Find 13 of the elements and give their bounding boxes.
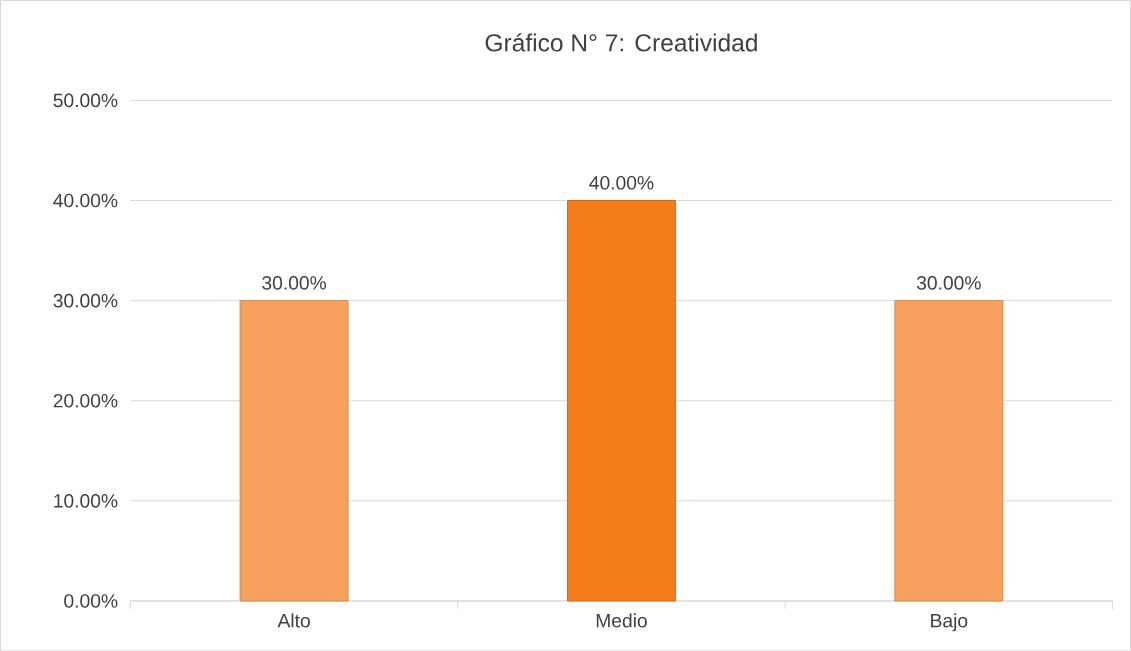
x-tick-label: Alto <box>277 613 310 628</box>
data-label: 30.00% <box>916 275 981 290</box>
chart-title: Gráfico N° 7: Creatividad <box>485 33 757 52</box>
y-tick-label: 0.00% <box>64 593 118 608</box>
y-tick-label: 20.00% <box>53 393 118 408</box>
x-tick-label: Medio <box>596 613 647 628</box>
y-tick-label: 30.00% <box>53 293 118 308</box>
x-tick-label: Bajo <box>931 613 968 632</box>
data-label: 40.00% <box>589 175 654 190</box>
y-tick-label: 10.00% <box>54 493 118 508</box>
data-label: 30.00% <box>262 275 327 290</box>
y-tick-label: 50.00% <box>53 93 118 108</box>
y-tick-label: 40.00% <box>53 193 118 208</box>
